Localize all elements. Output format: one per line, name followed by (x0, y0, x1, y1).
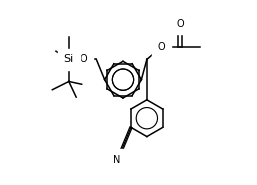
Text: N: N (113, 155, 121, 165)
Text: O: O (176, 19, 184, 29)
Text: O: O (80, 54, 87, 64)
Text: Si: Si (64, 54, 74, 64)
Text: O: O (158, 42, 165, 52)
